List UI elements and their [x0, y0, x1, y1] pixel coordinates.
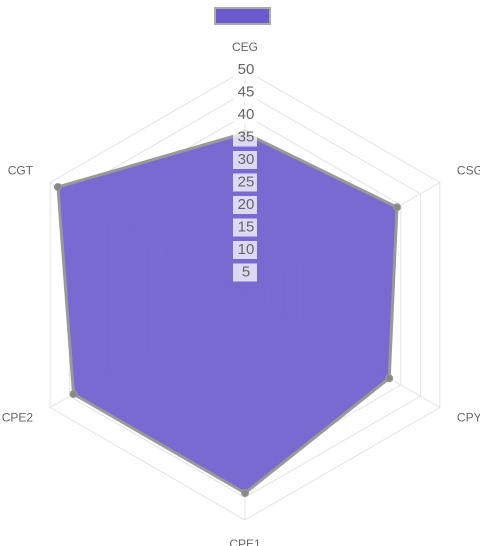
tick-label: 50 — [238, 61, 255, 78]
tick-backdrop — [233, 128, 257, 147]
tick-label: 30 — [238, 151, 255, 168]
tick-backdrop — [233, 173, 257, 192]
tick-backdrop — [233, 106, 257, 124]
axis-label: CSG — [457, 164, 480, 178]
tick-backdrop — [233, 83, 257, 102]
tick-label: 35 — [238, 128, 255, 145]
tick-label: 5 — [242, 263, 250, 280]
tick-label: 20 — [238, 196, 255, 213]
radar-point — [53, 183, 62, 191]
tick-label: 45 — [238, 83, 255, 100]
axis-label: CGT — [8, 164, 34, 178]
legend-swatch — [214, 7, 271, 25]
radar-point — [241, 489, 249, 497]
tick-backdrop — [233, 196, 257, 214]
tick-backdrop — [233, 241, 257, 259]
radar-point — [385, 374, 394, 383]
tick-backdrop — [233, 151, 257, 169]
axis-label: CPE1 — [229, 537, 261, 546]
tick-label: 40 — [238, 106, 255, 123]
tick-backdrop — [233, 218, 257, 237]
tick-backdrop — [233, 263, 257, 282]
axis-label: CEG — [232, 40, 258, 54]
axis-label: CPY — [457, 411, 480, 425]
tick-label: 25 — [238, 173, 255, 190]
tick-label: 10 — [238, 241, 255, 258]
tick-label: 15 — [238, 218, 255, 235]
radar-point — [392, 203, 401, 212]
tick-backdrop — [233, 61, 257, 79]
axis-label: CPE2 — [2, 411, 34, 425]
radar-point — [69, 390, 78, 398]
